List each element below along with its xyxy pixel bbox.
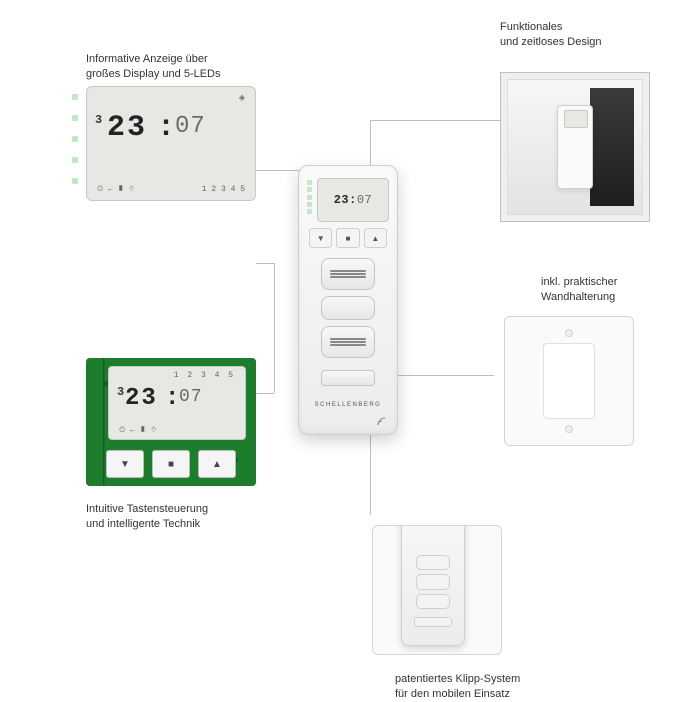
screw-hole-icon [565,329,573,337]
connector-line [370,120,500,121]
button-mode[interactable] [321,370,375,386]
lcd-screen: 1 2 3 4 5 3 23 : 07 ⏲ ← ▮ ♢ [108,366,246,440]
mini-remote [557,105,593,189]
shelf [590,88,634,206]
lcd-sep: : [157,111,177,145]
t: Wandhalterung [541,291,615,303]
t: patentiertes Klipp-System [395,673,520,685]
led-icon [72,178,78,184]
lcd-minutes: 07 [175,113,206,140]
led-icon [307,195,312,200]
t: Funktionales [500,21,562,33]
lcd-minutes: 07 [179,387,203,407]
lcd-icons: ⏲ ← ▮ ♢ [97,185,135,194]
lcd-icons: ⏲ ← ▮ ♢ [119,426,157,435]
tile-display-closeup: ◈ 3 23 : 07 ⏲ ← ▮ ♢ 1 2 3 4 5 [86,86,256,201]
button-wide [414,617,452,627]
screw-hole-icon [565,425,573,433]
lcd-channel: 3 [95,113,102,127]
pcb-button-row: ▼ ■ ▲ [106,450,236,478]
led-icon [307,209,312,214]
leds [72,94,78,184]
led-icon [72,94,78,100]
button-up[interactable]: ▲ [364,228,387,248]
led-icon [72,115,78,121]
tile-clip-system [362,515,512,665]
t: und intelligente Technik [86,518,200,530]
lcd-bottom-row: ⏲ ← ▮ ♢ [119,426,235,435]
holder-slot [543,343,594,420]
t: großes Display und 5-LEDs [86,68,221,80]
t: Informative Anzeige über [86,53,208,65]
button-down[interactable]: ▼ [106,450,144,478]
wifi-icon: ◈ [239,93,245,103]
button-down[interactable]: ▼ [309,228,332,248]
lcd-top-row: 1 2 3 4 5 [119,371,235,380]
led-icon [307,202,312,207]
button-up[interactable]: ▲ [198,450,236,478]
lcd-top-row: ◈ [97,93,245,103]
led-icon [307,180,312,185]
connector-line [398,375,494,376]
caption-design: Funktionales und zeitloses Design [500,20,602,50]
remote-screen: 23:07 [317,178,389,222]
caption-wallmount: inkl. praktischer Wandhalterung [541,275,617,305]
lcd-screen: ◈ 3 23 : 07 ⏲ ← ▮ ♢ 1 2 3 4 5 [86,86,256,201]
button-stop[interactable]: ■ [152,450,190,478]
lcd-channel: 3 [117,385,124,399]
button-group-large [321,258,375,358]
interior-scene [507,79,643,215]
button-shutter-stop[interactable] [321,296,375,321]
tile-wall-holder [494,306,644,456]
button-stop[interactable]: ■ [336,228,359,248]
caption-display: Informative Anzeige über großes Display … [86,52,221,82]
connector-line [274,263,275,393]
button-group [416,555,450,609]
wall-plate [504,316,634,446]
t: und zeitloses Design [500,36,602,48]
lcd-bottom-row: ⏲ ← ▮ ♢ 1 2 3 4 5 [97,185,245,194]
leds [307,180,313,214]
tile-pcb-closeup: 1 2 3 4 5 3 23 : 07 ⏲ ← ▮ ♢ ▼ ■ ▲ [86,358,256,486]
t: Intuitive Tastensteuerung [86,503,208,515]
tile-design-scene [500,72,650,222]
wifi-icon [377,414,387,424]
remote-main: 23:07 ▼ ■ ▲ SCHELLENBERG [298,165,398,435]
button-row-small: ▼ ■ ▲ [309,228,387,248]
remote-screen-time: 23:07 [334,193,373,207]
caption-controls: Intuitive Tastensteuerung und intelligen… [86,502,208,532]
button-shutter-down[interactable] [321,326,375,358]
connector-line [256,263,274,264]
led-icon [72,136,78,142]
lcd-hours: 23 [125,385,158,412]
remote-in-holder [401,525,465,646]
t: für den mobilen Einsatz [395,688,510,700]
caption-clip: patentiertes Klipp-System für den mobile… [395,672,520,702]
led-icon [72,157,78,163]
connector-line [370,120,371,166]
connector-line [256,393,274,394]
wall-plate [372,525,502,655]
t: inkl. praktischer [541,276,617,288]
brand-label: SCHELLENBERG [299,402,397,408]
connector-line [370,435,371,515]
led-icon [307,187,312,192]
lcd-series: 1 2 3 4 5 [174,371,235,380]
button-shutter-up[interactable] [321,258,375,290]
lcd-series: 1 2 3 4 5 [202,185,245,194]
lcd-hours: 23 [107,111,147,145]
